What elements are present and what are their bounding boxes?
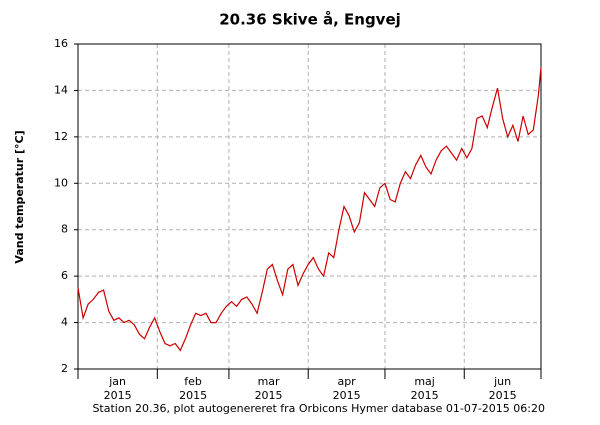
x-tick-label: jan: [108, 375, 126, 388]
data-line: [77, 67, 542, 352]
x-tick-label: maj: [414, 375, 435, 388]
chart-title: 20.36 Skive å, Engvej: [219, 11, 401, 29]
x-tick-sublabel: 2015: [333, 389, 361, 402]
y-axis-label: Vand temperatur [°C]: [13, 130, 26, 263]
y-tick-label: 14: [54, 83, 68, 96]
y-tick-label: 2: [61, 362, 68, 375]
y-tick-label: 4: [61, 316, 68, 329]
x-tick-sublabel: 2015: [489, 389, 517, 402]
y-tick-label: 6: [61, 269, 68, 282]
x-tick-label: jun: [493, 375, 511, 388]
footer: Station 20.36, plot autogenereret fra Or…: [92, 402, 545, 415]
y-tick-label: 12: [54, 130, 68, 143]
y-tick-label: 16: [54, 37, 68, 50]
x-tick-label: feb: [184, 375, 202, 388]
x-tick-sublabel: 2015: [179, 389, 207, 402]
plot-frame: [77, 43, 542, 370]
x-tick-sublabel: 2015: [104, 389, 132, 402]
x-tick-sublabel: 2015: [411, 389, 439, 402]
y-tick-label: 8: [61, 223, 68, 236]
x-tick-label: apr: [337, 375, 356, 388]
x-tick-sublabel: 2015: [255, 389, 283, 402]
y-tick-label: 10: [54, 176, 68, 189]
x-tick-label: mar: [258, 375, 280, 388]
